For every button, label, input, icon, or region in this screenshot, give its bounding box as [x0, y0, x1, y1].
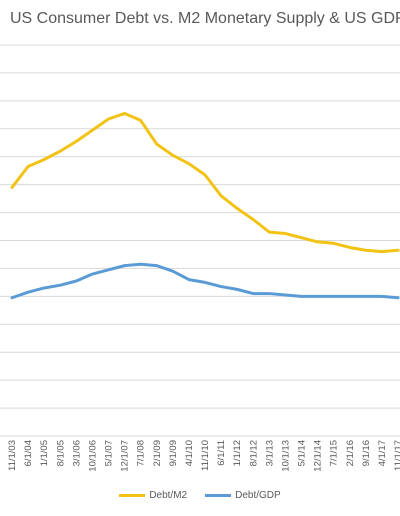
x-tick-label: 9/1/16	[361, 440, 372, 466]
x-tick-label: 8/1/12	[248, 440, 259, 466]
x-tick-label: 4/1/10	[184, 440, 195, 466]
x-tick-labels: 11/1/03 6/1/04 1/1/05 8/1/05 3/1/06 10/1/06 5/…	[7, 440, 400, 472]
x-tick-label: 3/1/06	[71, 440, 82, 466]
x-tick-label: 7/1/08	[136, 440, 147, 466]
x-tick-label: 11/1/17	[393, 440, 400, 471]
x-tick-label: 3/1/13	[264, 440, 275, 466]
gridlines	[0, 44, 400, 437]
x-tick-label: 8/1/05	[55, 440, 66, 466]
x-tick-label: 1/1/12	[232, 440, 243, 466]
chart-title: US Consumer Debt vs. M2 Monetary Supply …	[10, 10, 400, 27]
x-tick-label: 10/1/13	[280, 440, 291, 472]
x-tick-label: 11/1/03	[7, 440, 18, 471]
x-tick-label: 10/1/06	[87, 440, 98, 472]
legend-swatch-debt-m2	[119, 494, 146, 497]
x-tick-label: 12/1/07	[120, 440, 131, 472]
legend-label-debt-m2: Debt/M2	[149, 490, 188, 501]
x-tick-label: 4/1/17	[377, 440, 388, 466]
x-tick-label: 9/1/09	[168, 440, 179, 466]
legend-item-debt-m2: Debt/M2	[119, 490, 187, 501]
x-tick-label: 2/1/16	[345, 440, 356, 466]
x-tick-label: 12/1/14	[313, 440, 324, 472]
x-tick-label: 2/1/09	[152, 440, 163, 466]
x-tick-label: 6/1/11	[216, 440, 227, 466]
legend-item-debt-gdp: Debt/GDP	[205, 490, 281, 501]
x-tick-label: 5/1/07	[104, 440, 115, 466]
legend-swatch-debt-gdp	[205, 494, 232, 497]
legend-label-debt-gdp: Debt/GDP	[235, 490, 281, 501]
series-line-debt-gdp	[10, 262, 400, 300]
x-tick-label: 5/1/14	[297, 440, 308, 466]
x-tick-label: 7/1/15	[329, 440, 340, 466]
series-line-debt-m2	[10, 111, 400, 254]
x-tick-label: 6/1/04	[23, 440, 34, 466]
x-tick-label: 1/1/05	[39, 440, 50, 466]
x-tick-label: 11/1/10	[200, 440, 211, 471]
legend: Debt/M2 Debt/GDP	[0, 490, 400, 501]
series-lines	[10, 111, 400, 300]
